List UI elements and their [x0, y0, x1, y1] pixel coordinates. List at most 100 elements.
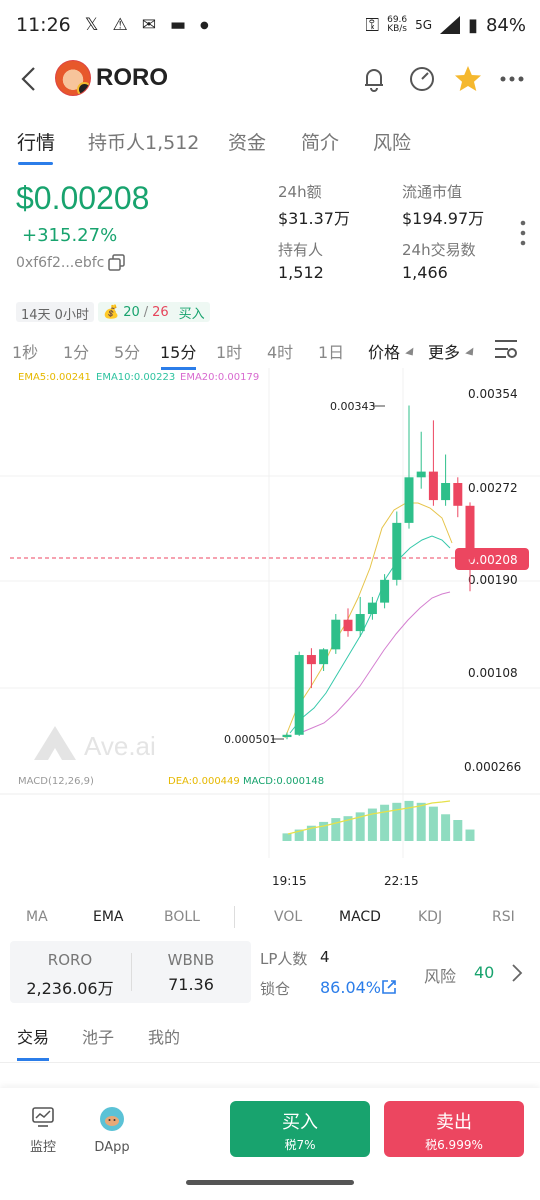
ind-macd[interactable]: MACD: [339, 909, 381, 925]
y-tick-label: 0.00108: [468, 666, 518, 680]
more-icon[interactable]: [498, 64, 528, 94]
status-bar: 11:26 𝕏 ⚠ ✉ ▬ ● ⚿ 69.6 KB/s 5G ▮ 84%: [0, 0, 540, 50]
tf-15m[interactable]: 15分: [160, 343, 197, 362]
copy-icon[interactable]: [108, 254, 126, 272]
more-dropdown[interactable]: 更多: [428, 339, 477, 363]
buy-sell-chip[interactable]: 💰 20/26 买入: [98, 302, 210, 322]
dapp-icon: [100, 1107, 124, 1131]
price-dropdown[interactable]: 价格: [368, 339, 417, 363]
buy-button[interactable]: 买入 税7%: [230, 1101, 370, 1157]
message-icon: ▬: [169, 15, 187, 35]
macd-legend: MACD:0.000148: [243, 776, 324, 787]
money-bag-icon: 💰: [103, 304, 120, 320]
tab-risk[interactable]: 风险: [373, 132, 412, 154]
lock-percent[interactable]: 86.04%: [320, 978, 382, 997]
candle: [343, 619, 353, 632]
macd-bar: [282, 833, 292, 841]
ema5-line: [284, 502, 453, 739]
price-chart[interactable]: EMA5:0.00241 EMA10:0.00223 EMA20:0.00179…: [0, 368, 540, 898]
kebab-icon[interactable]: [518, 218, 528, 248]
tab-intro[interactable]: 简介: [301, 132, 340, 154]
candle: [404, 477, 414, 523]
tab-holders[interactable]: 持币人1,512: [88, 132, 200, 154]
candle: [306, 655, 316, 665]
current-price-label: 0.00208: [468, 553, 518, 567]
macd-bar: [465, 829, 475, 841]
price-dropdown-label: 价格: [368, 343, 401, 362]
macd-bar: [294, 829, 304, 841]
macd-bar: [343, 816, 353, 841]
monitor-icon: [32, 1107, 54, 1127]
candle: [416, 471, 426, 478]
divider: [0, 1062, 540, 1063]
ema20-line: [299, 591, 451, 734]
y-tick-label: 0.00354: [468, 387, 518, 401]
buy-chip-action: 买入: [178, 306, 205, 322]
tab-funds[interactable]: 资金: [228, 132, 267, 154]
ind-vol[interactable]: VOL: [274, 909, 303, 925]
status-time: 11:26: [16, 14, 71, 36]
back-icon[interactable]: [16, 64, 40, 94]
stat-holders: 1,512: [278, 263, 324, 282]
nav-monitor-label: 监控: [29, 1140, 56, 1155]
ind-kdj[interactable]: KDJ: [418, 909, 443, 925]
ema10-legend: EMA10:0.00223: [96, 372, 175, 383]
y-tick-label: 0.00190: [468, 573, 518, 587]
sell-tax-label: 税6.999%: [425, 1138, 483, 1152]
tf-1h[interactable]: 1时: [216, 343, 243, 362]
nav-dapp[interactable]: DApp: [82, 1106, 142, 1155]
tf-1s[interactable]: 1秒: [12, 343, 39, 362]
mail-icon: ✉: [141, 15, 156, 35]
macd-bar: [331, 818, 341, 841]
tab-mine[interactable]: 我的: [148, 1028, 181, 1047]
tf-5m[interactable]: 5分: [114, 343, 141, 362]
section-tabs: 行情 持币人1,512 资金 简介 风险: [0, 120, 540, 168]
ind-ma[interactable]: MA: [26, 909, 48, 925]
stat-24h-volume: $31.37万: [278, 209, 350, 228]
ind-rsi[interactable]: RSI: [492, 909, 515, 925]
macd-bar: [453, 820, 463, 841]
candle: [392, 522, 402, 580]
tab-pools[interactable]: 池子: [82, 1028, 115, 1047]
token-title: RORO: [96, 64, 168, 91]
candle: [367, 602, 377, 615]
battery-icon: ▮: [468, 14, 478, 36]
ind-ema[interactable]: EMA: [93, 909, 124, 925]
bell-icon[interactable]: [359, 64, 389, 94]
macd-bar: [441, 814, 451, 841]
star-icon[interactable]: [453, 64, 483, 94]
candle: [441, 483, 451, 501]
tf-4h[interactable]: 4时: [267, 343, 294, 362]
tab-trades[interactable]: 交易: [17, 1028, 50, 1047]
stat-market-cap-label: 流通市值: [402, 183, 463, 201]
token-price: $0.00208: [16, 180, 150, 216]
stat-24h-txns-label: 24h交易数: [402, 241, 476, 259]
tf-1m[interactable]: 1分: [63, 343, 90, 362]
pool-divider: [131, 953, 132, 991]
ind-boll[interactable]: BOLL: [164, 909, 200, 925]
external-link-icon[interactable]: [380, 978, 398, 996]
nav-monitor[interactable]: 监控: [13, 1106, 73, 1155]
net-speed-unit: KB/s: [387, 24, 408, 34]
macd-bar: [306, 825, 316, 841]
tab-market[interactable]: 行情: [17, 132, 56, 154]
macd-bars-group: [282, 800, 475, 841]
macd-params: MACD(12,26,9): [18, 776, 94, 787]
chart-settings-icon[interactable]: [494, 338, 518, 360]
chevron-right-icon[interactable]: [510, 962, 524, 984]
macd-bar: [392, 802, 402, 841]
sell-button[interactable]: 卖出 税6.999%: [384, 1101, 524, 1157]
pool-token-a-name: RORO: [47, 951, 93, 969]
macd-bar: [416, 802, 426, 841]
buy-sell-separator: /: [143, 304, 149, 320]
caret-icon: [465, 347, 477, 359]
home-indicator: [186, 1180, 354, 1185]
tf-1d[interactable]: 1日: [318, 343, 345, 362]
header: RORO: [0, 52, 540, 106]
gauge-icon[interactable]: [407, 64, 437, 94]
stat-24h-volume-label: 24h额: [278, 183, 322, 201]
candle: [380, 579, 390, 603]
dea-legend: DEA:0.000449: [168, 776, 240, 787]
macd-bar: [428, 806, 438, 841]
chain-badge-icon: [77, 82, 90, 95]
